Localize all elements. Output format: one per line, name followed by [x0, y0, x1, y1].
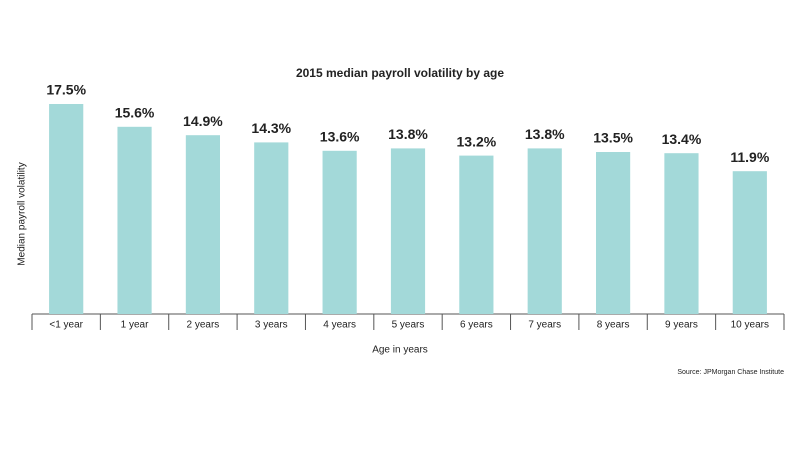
bar — [322, 150, 357, 314]
value-label: 11.9% — [730, 149, 769, 165]
bar — [527, 148, 562, 314]
value-label: 17.5% — [46, 82, 86, 98]
chart-title: 2015 median payroll volatility by age — [296, 66, 504, 80]
x-tick-label: 6 years — [460, 320, 493, 331]
source-note: Source: JPMorgan Chase Institute — [677, 369, 784, 376]
value-label: 14.3% — [251, 120, 291, 136]
value-label: 13.4% — [662, 131, 702, 147]
x-tick-label: 4 years — [323, 320, 356, 331]
bar — [185, 135, 220, 314]
bar — [117, 126, 152, 314]
bar — [49, 104, 84, 314]
value-label: 13.8% — [388, 126, 428, 142]
bar — [732, 171, 767, 314]
y-axis-label: Median payroll volatility — [17, 162, 28, 265]
value-label: 13.2% — [457, 133, 497, 149]
x-tick-label: 7 years — [528, 320, 561, 331]
bar — [664, 153, 699, 314]
bar — [459, 155, 494, 314]
x-tick-label: 3 years — [255, 320, 288, 331]
value-label: 15.6% — [115, 105, 155, 121]
x-tick-label: 9 years — [665, 320, 698, 331]
bar — [596, 152, 631, 314]
value-label: 13.8% — [525, 126, 565, 142]
value-label: 13.6% — [320, 129, 360, 145]
x-axis-label: Age in years — [372, 345, 428, 356]
value-label: 13.5% — [593, 130, 633, 146]
bar — [254, 142, 289, 314]
x-tick-label: 5 years — [392, 320, 425, 331]
bar — [390, 148, 426, 314]
x-tick-label: 10 years — [731, 320, 769, 331]
x-tick-label: 8 years — [597, 320, 630, 331]
value-label: 14.9% — [183, 113, 223, 129]
x-tick-label: 1 year — [121, 320, 149, 331]
x-tick-label: <1 year — [49, 320, 83, 331]
x-tick-label: 2 years — [187, 320, 220, 331]
